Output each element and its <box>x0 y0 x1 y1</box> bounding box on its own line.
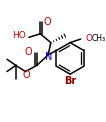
Text: CH₃: CH₃ <box>92 34 106 43</box>
Text: O: O <box>25 47 32 57</box>
Text: N: N <box>45 52 53 62</box>
Text: Br: Br <box>64 76 76 86</box>
Text: O: O <box>86 34 93 43</box>
Text: HO: HO <box>12 31 25 40</box>
Text: O: O <box>22 70 30 80</box>
Text: O: O <box>44 17 51 27</box>
